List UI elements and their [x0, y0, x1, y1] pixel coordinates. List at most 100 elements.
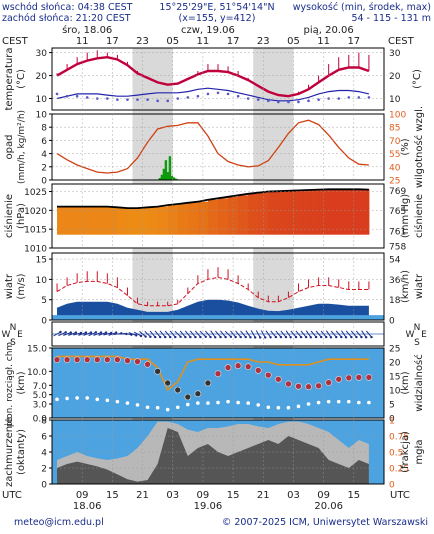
precip-bar	[170, 176, 174, 180]
cloud-base-dot	[154, 368, 161, 375]
wind-arrow-head	[144, 335, 147, 338]
top-day-label: czw, 19.06	[181, 25, 235, 36]
precipitation-ytick-label: 4	[41, 150, 47, 160]
cloud-top-dot	[95, 397, 100, 402]
precip-bar	[162, 168, 166, 180]
pressure-band	[137, 208, 149, 235]
wind-arrow-head	[274, 335, 278, 339]
pressure-y2tick-label: 769	[389, 187, 406, 197]
temp-dot	[156, 99, 159, 103]
cloud-top-dot	[306, 402, 311, 406]
wind-dir-right-ylabel_s: S	[414, 338, 420, 348]
temp-dot	[367, 96, 371, 99]
visibility-y2tick-label: 5	[389, 401, 395, 411]
temperature-ytick-label: 30	[36, 49, 48, 59]
wind-arrow-head	[329, 336, 333, 339]
wind-ytick-label: 10	[36, 276, 48, 286]
wind-arrow	[58, 331, 66, 337]
wind-y2tick-label: 18	[389, 296, 401, 306]
wind-arrow	[73, 332, 82, 336]
pressure-line	[57, 188, 369, 209]
cloud-top-dot	[105, 398, 110, 403]
pressure-ytick-label: 1025	[24, 188, 47, 198]
cloud-extent-yunit: (km)	[16, 371, 27, 394]
wind-y2tick-label: 54	[389, 256, 401, 266]
pressure-band	[318, 189, 330, 235]
wind-arrow-head	[254, 336, 257, 339]
wind-arrow-head	[325, 335, 328, 339]
wind-arrow-head	[350, 335, 353, 339]
temp-dot	[106, 97, 109, 100]
cloud-base-dot	[254, 367, 262, 374]
bottom-hour-tick: 03	[287, 490, 300, 501]
top-hour-tick: 23	[136, 36, 149, 47]
dew-point-line	[56, 87, 370, 102]
visibility-line	[57, 355, 369, 392]
wind-arrow-head	[153, 335, 157, 339]
top-tz-right: CEST	[388, 36, 415, 47]
temp-dot	[116, 98, 119, 101]
bottom-day-label: 18.06	[73, 501, 102, 512]
pressure-band	[218, 198, 229, 235]
cloud-top-dot	[125, 401, 130, 405]
cloud-top-dot	[165, 407, 170, 412]
precip-bar	[168, 156, 172, 180]
fog-y2tick-label: 1	[389, 417, 395, 427]
cloud-base-dot	[244, 363, 252, 370]
elevation-values: 54 - 115 - 131 m	[351, 13, 431, 24]
cloud-base-dot	[194, 390, 202, 398]
pressure-band	[207, 199, 219, 235]
top-hour-tick: 17	[106, 36, 119, 47]
temp-dot	[196, 94, 200, 98]
cloud-cover-ytick-label: 4	[41, 449, 47, 459]
top-hour-tick: 11	[76, 36, 89, 47]
precip-bar	[172, 177, 176, 180]
bottom-hour-tick: 21	[257, 490, 270, 501]
top-day-label: pią, 20.06	[304, 25, 354, 36]
pressure-band	[338, 189, 350, 235]
cloud-top-dot	[196, 401, 200, 405]
temperature-y2tick-label: 30	[389, 49, 401, 59]
wind-arrow-head	[164, 335, 167, 339]
cloud-top-dot	[316, 400, 321, 405]
wind-ytick-label: 0	[41, 317, 47, 327]
cloud-top-dot	[155, 405, 160, 410]
visibility-ytick-label: 5.0	[33, 391, 48, 401]
cloud-top-dot	[135, 403, 140, 407]
wind-arrow-head	[174, 335, 177, 339]
wind-arrow	[63, 332, 72, 336]
panels	[49, 47, 385, 485]
wind-arrow	[335, 330, 342, 338]
top-hour-tick: 05	[166, 36, 179, 47]
pressure-band	[288, 190, 299, 235]
cloud-cover-ytick-label: 0	[41, 481, 47, 491]
wind-arrow-head	[224, 335, 227, 339]
wind-calm-band	[52, 315, 384, 320]
bottom-day-label: 20.06	[314, 501, 343, 512]
cloud-cover-ytick-label: 6	[41, 433, 47, 443]
visibility-ylabel: widzialność	[413, 354, 425, 411]
wind-arrow-head	[319, 335, 323, 339]
wind-arrow-head	[304, 335, 308, 339]
cloud-top-dot	[85, 396, 90, 400]
wind-arrow	[210, 330, 216, 338]
temp-dot	[317, 98, 320, 101]
temp-dot	[357, 96, 361, 99]
footer-copyright: © 2007-2025 ICM, Uniwersytet Warszawski	[222, 517, 428, 528]
temp-dot	[297, 100, 300, 104]
wind-dir-left-ylabel_w: W	[2, 330, 11, 340]
top-tz-left: CEST	[2, 36, 29, 47]
wind-arrow	[310, 330, 317, 338]
wind-arrow	[98, 332, 107, 336]
cloud-top-dot	[276, 405, 281, 410]
wind-y2tick-label: 36	[389, 276, 401, 286]
cloud-base-dot	[204, 379, 212, 387]
pressure-band	[77, 206, 88, 235]
wind-arrow	[204, 330, 211, 338]
temp-dot	[337, 97, 341, 100]
visibility-yunit: (km)	[400, 371, 411, 394]
bottom-hour-tick: 03	[166, 490, 179, 501]
wind-arrow-head	[209, 335, 212, 339]
wind-arrow-head	[74, 331, 78, 334]
